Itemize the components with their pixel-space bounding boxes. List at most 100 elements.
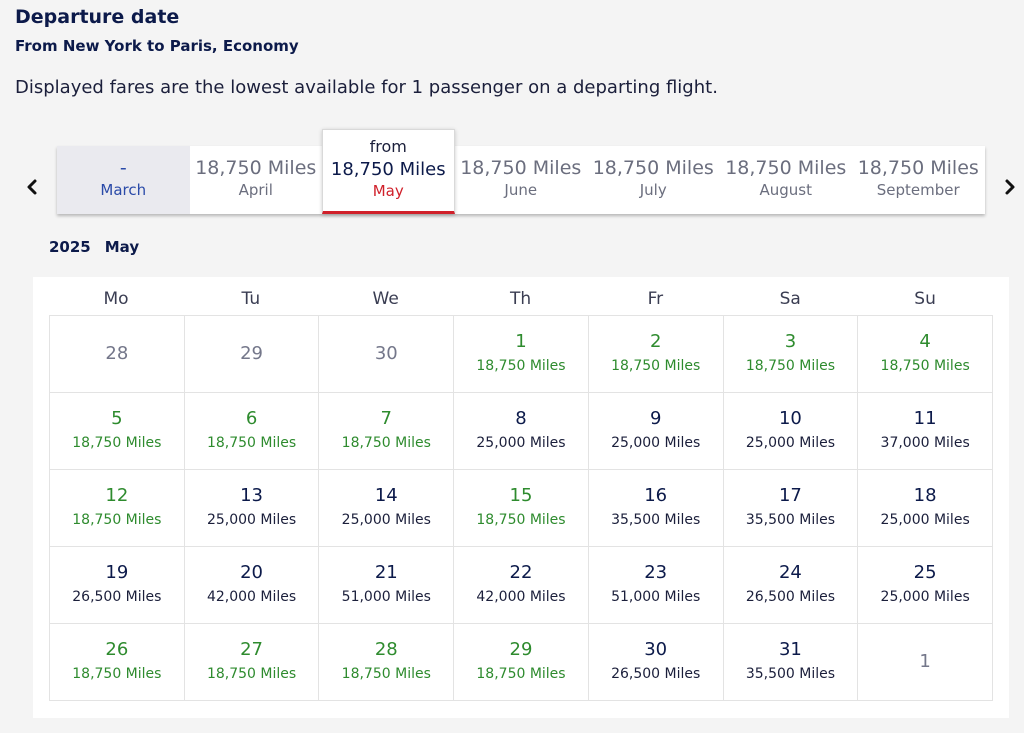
day-fare: 26,500 Miles xyxy=(72,589,162,605)
calendar-day[interactable]: 1 18,750 Miles xyxy=(454,316,589,393)
route-subtitle: From New York to Paris, Economy xyxy=(15,37,299,55)
day-number: 4 xyxy=(919,331,931,352)
day-number: 17 xyxy=(778,485,802,506)
calendar-day[interactable]: 14 25,000 Miles xyxy=(319,470,455,547)
day-fare: 37,000 Miles xyxy=(880,435,970,451)
month-selector: - March 18,750 Miles April from 18,750 Miles M… xyxy=(57,129,985,214)
calendar-day[interactable]: 6 18,750 Miles xyxy=(184,393,320,470)
day-number: 3 xyxy=(784,331,797,352)
month-tab-label: June xyxy=(504,181,538,199)
day-fare: 25,000 Miles xyxy=(880,512,970,528)
month-tab-price: 18,750 Miles xyxy=(460,157,582,179)
month-tab-june[interactable]: 18,750 Miles June xyxy=(455,146,588,214)
day-fare: 51,000 Miles xyxy=(611,589,701,605)
day-number: 29 xyxy=(509,639,533,660)
calendar-day[interactable]: 18 25,000 Miles xyxy=(858,470,993,547)
calendar-day[interactable]: 15 18,750 Miles xyxy=(454,470,589,547)
month-tab-price: 18,750 Miles xyxy=(857,157,979,179)
calendar-day[interactable]: 9 25,000 Miles xyxy=(588,393,724,470)
calendar-day[interactable]: 5 18,750 Miles xyxy=(50,393,185,470)
day-fare: 42,000 Miles xyxy=(206,589,297,605)
calendar-day[interactable]: 23 51,000 Miles xyxy=(588,547,724,624)
day-fare: 18,750 Miles xyxy=(341,666,431,682)
calendar-day[interactable]: 20 42,000 Miles xyxy=(184,547,320,624)
calendar-day-outside: 29 xyxy=(184,316,320,393)
weekday-label: Fr xyxy=(647,289,664,309)
month-tab-label: July xyxy=(639,181,667,199)
prev-month-button[interactable] xyxy=(20,173,44,201)
calendar-day[interactable]: 8 25,000 Miles xyxy=(454,393,589,470)
weekday-label: We xyxy=(372,289,399,309)
calendar-day[interactable]: 2 18,750 Miles xyxy=(588,316,724,393)
day-fare: 18,750 Miles xyxy=(476,358,566,374)
calendar-day[interactable]: 7 18,750 Miles xyxy=(319,393,455,470)
day-number: 5 xyxy=(111,408,123,429)
day-fare: 35,500 Miles xyxy=(611,512,701,528)
day-number: 2 xyxy=(649,331,662,352)
day-number: 20 xyxy=(240,562,263,583)
calendar-day[interactable]: 3 18,750 Miles xyxy=(723,316,859,393)
day-number: 30 xyxy=(644,639,668,660)
calendar-day[interactable]: 31 35,500 Miles xyxy=(723,624,859,701)
day-number: 21 xyxy=(374,562,398,583)
weekday-label: Sa xyxy=(779,289,801,309)
day-fare: 25,000 Miles xyxy=(745,435,836,451)
month-tab-label: April xyxy=(238,181,273,199)
day-number: 12 xyxy=(105,485,129,506)
day-fare: 25,000 Miles xyxy=(341,512,431,528)
weekday-label: Th xyxy=(509,289,532,309)
day-fare: 18,750 Miles xyxy=(880,358,970,374)
calendar-day[interactable]: 21 51,000 Miles xyxy=(319,547,455,624)
day-number: 9 xyxy=(649,408,662,429)
calendar-day[interactable]: 13 25,000 Miles xyxy=(184,470,320,547)
month-tab-price: - xyxy=(119,157,127,179)
day-fare: 18,750 Miles xyxy=(206,435,297,451)
calendar-day[interactable]: 26 18,750 Miles xyxy=(50,624,185,701)
calendar-day[interactable]: 22 42,000 Miles xyxy=(454,547,589,624)
month-tab-april[interactable]: 18,750 Miles April xyxy=(190,146,323,214)
day-fare: 18,750 Miles xyxy=(206,666,297,682)
day-fare: 18,750 Miles xyxy=(341,435,431,451)
calendar-day[interactable]: 11 37,000 Miles xyxy=(858,393,993,470)
calendar-day[interactable]: 12 18,750 Miles xyxy=(50,470,185,547)
month-tab-from-label: from xyxy=(369,137,407,156)
calendar-day-outside: 30 xyxy=(319,316,455,393)
calendar-day[interactable]: 28 18,750 Miles xyxy=(319,624,455,701)
calendar-day-outside: 28 xyxy=(50,316,185,393)
fare-notice: Displayed fares are the lowest available… xyxy=(15,77,718,98)
day-fare: 18,750 Miles xyxy=(72,512,162,528)
day-number: 18 xyxy=(913,485,937,506)
day-number: 6 xyxy=(245,408,258,429)
day-fare: 51,000 Miles xyxy=(341,589,431,605)
calendar-day[interactable]: 30 26,500 Miles xyxy=(588,624,724,701)
calendar-day[interactable]: 10 25,000 Miles xyxy=(723,393,859,470)
weekday-label: Tu xyxy=(241,289,261,309)
day-number: 19 xyxy=(105,562,129,583)
calendar-day[interactable]: 19 26,500 Miles xyxy=(50,547,185,624)
calendar-day[interactable]: 29 18,750 Miles xyxy=(454,624,589,701)
calendar-day[interactable]: 17 35,500 Miles xyxy=(723,470,859,547)
day-number: 15 xyxy=(509,485,533,506)
calendar-month: May xyxy=(104,238,140,256)
month-tab-price: 18,750 Miles xyxy=(195,157,317,179)
day-number: 24 xyxy=(778,562,802,583)
month-tab-price: 18,750 Miles xyxy=(330,159,446,180)
calendar-day[interactable]: 4 18,750 Miles xyxy=(858,316,993,393)
day-number: 22 xyxy=(509,562,533,583)
calendar-year: 2025 xyxy=(49,238,91,256)
month-tab-july[interactable]: 18,750 Miles July xyxy=(587,146,720,214)
day-number: 30 xyxy=(374,343,398,364)
next-month-button[interactable] xyxy=(998,173,1022,201)
day-fare: 42,000 Miles xyxy=(476,589,566,605)
calendar-day[interactable]: 27 18,750 Miles xyxy=(184,624,320,701)
calendar-day[interactable]: 25 25,000 Miles xyxy=(858,547,993,624)
calendar-day[interactable]: 16 35,500 Miles xyxy=(588,470,724,547)
day-number: 25 xyxy=(913,562,937,583)
month-tab-august[interactable]: 18,750 Miles August xyxy=(720,146,853,214)
calendar-day[interactable]: 24 26,500 Miles xyxy=(723,547,859,624)
page-title: Departure date xyxy=(15,6,180,28)
day-number: 1 xyxy=(515,331,527,352)
day-number: 23 xyxy=(644,562,668,583)
month-tab-may[interactable]: from 18,750 Miles May xyxy=(322,129,455,214)
month-tab-september[interactable]: 18,750 Miles September xyxy=(852,146,985,214)
